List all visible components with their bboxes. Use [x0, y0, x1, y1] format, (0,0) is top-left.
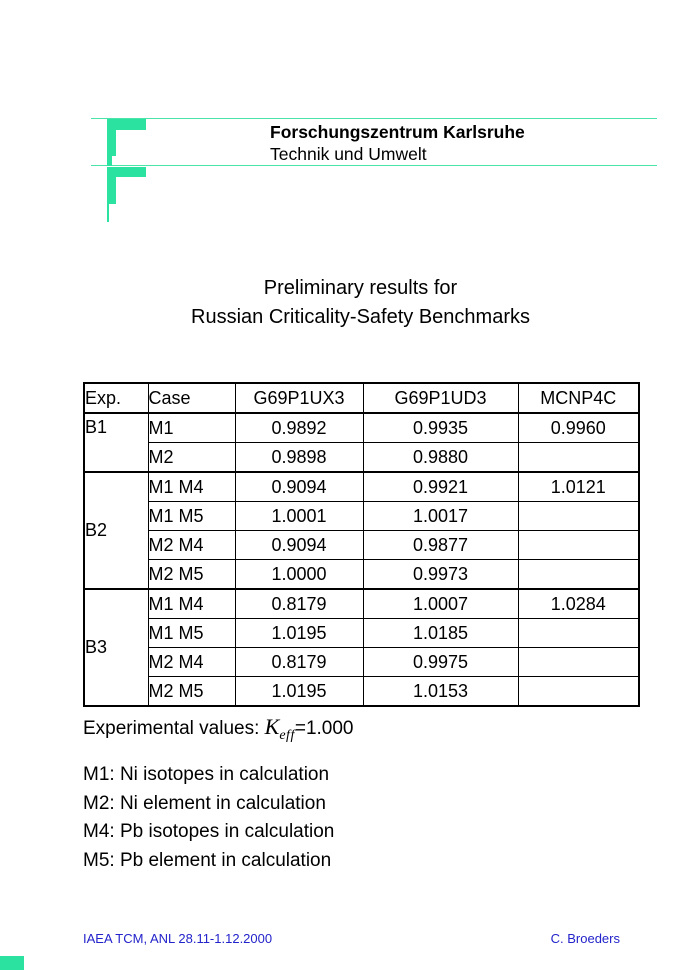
value-cell: 0.8179	[234, 588, 364, 619]
organization-department: Technik und Umwelt	[270, 144, 427, 164]
value-cell: 1.0121	[517, 471, 640, 502]
fzk-logo-part	[107, 167, 146, 177]
case-cell: M2 M5	[147, 559, 236, 590]
case-cell: M1 M4	[147, 588, 236, 619]
value-cell: 1.0017	[362, 501, 519, 531]
fzk-logo-part	[107, 119, 116, 156]
page-corner-mark	[0, 956, 24, 970]
table-row: M2 M4 0.8179 0.9975	[84, 647, 640, 677]
value-cell: 1.0153	[362, 676, 519, 707]
fzk-logo-part	[107, 156, 112, 166]
table-row: B1 M1 0.9892 0.9935 0.9960	[83, 412, 640, 473]
value-cell: 0.9975	[362, 647, 519, 677]
table-row: M1 M5 1.0195 1.0185	[84, 618, 640, 648]
column-header-g69p1ud3: G69P1UD3	[362, 382, 519, 414]
table-row: M2 M5 1.0000 0.9973	[84, 559, 640, 590]
value-cell: 1.0001	[234, 501, 364, 531]
header-rule-bottom	[91, 165, 657, 166]
column-header-exp: Exp.	[83, 382, 149, 414]
case-cell: M2 M5	[147, 676, 236, 707]
case-cell: M1 M5	[147, 618, 236, 648]
table-row: B2 M1 M4 0.9094 0.9921 1.0121	[83, 471, 640, 590]
case-cell: M1	[147, 412, 236, 443]
value-cell: 0.9921	[362, 471, 519, 502]
value-cell: 1.0284	[517, 588, 640, 619]
fzk-logo-part	[107, 204, 109, 222]
table-row: M1 M5 1.0001 1.0017	[84, 501, 640, 531]
legend-item-m5: M5: Pb element in calculation	[83, 849, 332, 871]
table-header-row: Exp. Case G69P1UX3 G69P1UD3 MCNP4C	[83, 382, 640, 414]
value-cell: 0.9880	[362, 442, 519, 473]
legend-item-m1: M1: Ni isotopes in calculation	[83, 764, 330, 785]
exp-cell-b3: B3	[83, 588, 149, 707]
value-cell: 0.9094	[234, 471, 364, 502]
footer-author: C. Broeders	[550, 931, 620, 946]
table-row: B3 M1 M4 0.8179 1.0007 1.0284	[83, 588, 640, 707]
page-title-line2: Russian Criticality-Safety Benchmarks	[191, 306, 530, 328]
case-legend: M1: Ni isotopes in calculation M2: Ni el…	[83, 761, 334, 875]
value-cell: 0.9935	[362, 412, 519, 443]
case-cell: M2 M4	[147, 647, 236, 677]
experimental-values-line: Experimental values: Keff=1.000	[83, 714, 354, 744]
column-header-mcnp4c: MCNP4C	[517, 382, 640, 414]
value-cell: 0.9973	[362, 559, 519, 590]
value-cell: 0.9094	[234, 530, 364, 560]
value-cell	[517, 676, 640, 707]
legend-item-m4: M4: Pb isotopes in calculation	[83, 821, 335, 843]
value-cell	[517, 618, 640, 648]
exp-cell-b1: B1	[83, 412, 149, 473]
footer-conference: IAEA TCM, ANL 28.11-1.12.2000	[83, 931, 273, 946]
page-title-line1: Preliminary results for	[263, 277, 458, 299]
value-cell	[517, 530, 640, 560]
exp-cell-b2: B2	[83, 471, 149, 590]
experimental-value: =1.000	[294, 718, 354, 739]
keff-symbol: K	[264, 714, 280, 739]
value-cell: 0.9877	[362, 530, 519, 560]
header-rule-top	[91, 118, 657, 119]
value-cell: 1.0195	[234, 618, 364, 648]
value-cell: 1.0185	[362, 618, 519, 648]
results-table: Exp. Case G69P1UX3 G69P1UD3 MCNP4C B1 M1…	[83, 382, 640, 707]
organization-name: Forschungszentrum Karlsruhe	[270, 122, 525, 142]
value-cell: 1.0007	[362, 588, 519, 619]
value-cell: 1.0000	[234, 559, 364, 590]
column-header-g69p1ux3: G69P1UX3	[234, 382, 364, 414]
value-cell	[517, 559, 640, 590]
experimental-prefix: Experimental values:	[83, 718, 265, 739]
table-row: M2 M5 1.0195 1.0153	[84, 676, 640, 707]
value-cell	[517, 647, 640, 677]
fzk-logo-icon	[107, 118, 147, 223]
case-cell: M1 M5	[147, 501, 236, 531]
value-cell: 0.9898	[234, 442, 364, 473]
keff-subscript: eff	[279, 728, 295, 743]
case-cell: M2 M4	[147, 530, 236, 560]
table-row: M2 M4 0.9094 0.9877	[84, 530, 640, 560]
fzk-logo-part	[107, 167, 116, 204]
page-title: Preliminary results for Russian Critical…	[83, 274, 638, 332]
value-cell	[517, 501, 640, 531]
value-cell: 0.9892	[234, 412, 364, 443]
value-cell: 0.8179	[234, 647, 364, 677]
column-header-case: Case	[147, 382, 236, 414]
value-cell: 1.0195	[234, 676, 364, 707]
value-cell	[517, 442, 640, 473]
table-row: M2 0.9898 0.9880	[84, 442, 640, 473]
fzk-logo-part	[107, 119, 146, 130]
value-cell: 0.9960	[517, 412, 640, 443]
case-cell: M2	[147, 442, 236, 473]
case-cell: M1 M4	[147, 471, 236, 502]
legend-item-m2: M2: Ni element in calculation	[83, 792, 326, 814]
